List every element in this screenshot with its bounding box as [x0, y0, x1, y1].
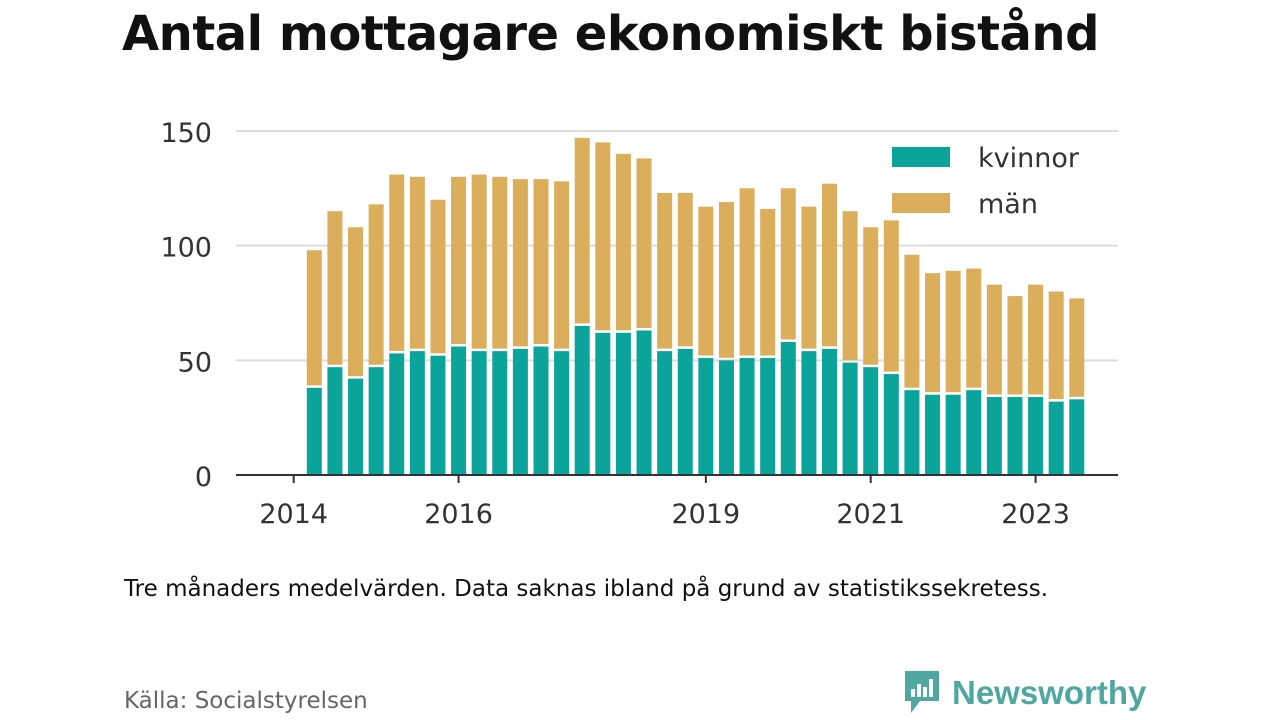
bar-kvinnor	[780, 341, 796, 475]
chart-title: Antal mottagare ekonomiskt bistånd	[122, 6, 1099, 62]
bar-kvinnor	[1007, 397, 1023, 475]
y-tick-label: 100	[160, 233, 212, 264]
bar-kvinnor	[471, 351, 487, 475]
bar-kvinnor	[657, 351, 673, 475]
bar-man	[986, 284, 1002, 395]
bar-man	[430, 199, 446, 354]
bar-kvinnor	[986, 397, 1002, 475]
bar-kvinnor	[698, 358, 714, 475]
bar-man	[801, 206, 817, 349]
bar-man	[409, 176, 425, 349]
bar-man	[883, 220, 899, 372]
bar-man	[1028, 284, 1044, 395]
bar-kvinnor	[512, 348, 528, 475]
bar-man	[512, 179, 528, 347]
bar-kvinnor	[966, 390, 982, 475]
bar-kvinnor	[368, 367, 384, 475]
bar-kvinnor	[430, 355, 446, 475]
bar-man	[760, 208, 776, 356]
bar-kvinnor	[615, 332, 631, 475]
bar-man	[739, 188, 755, 356]
bar-kvinnor	[327, 367, 343, 475]
bar-man	[657, 192, 673, 349]
brand-logo: Newsworthy	[902, 668, 1146, 718]
bar-kvinnor	[636, 330, 652, 475]
bar-man	[451, 176, 467, 345]
x-tick-label: 2014	[259, 499, 328, 530]
y-tick-label: 0	[195, 462, 212, 493]
legend-swatch	[892, 147, 950, 167]
bar-man	[574, 137, 590, 324]
bar-man	[1069, 298, 1085, 397]
bar-kvinnor	[925, 394, 941, 475]
newsworthy-logo-icon	[905, 671, 939, 713]
chart-note: Tre månaders medelvärden. Data saknas ib…	[124, 576, 1049, 602]
bar-kvinnor	[492, 351, 508, 475]
bar-man	[925, 273, 941, 393]
legend-swatch	[892, 193, 950, 213]
y-tick-label: 50	[178, 347, 212, 378]
bar-kvinnor	[760, 358, 776, 475]
bar-kvinnor	[1048, 401, 1064, 475]
bar-kvinnor	[595, 332, 611, 475]
bar-man	[718, 202, 734, 358]
bar-man	[677, 192, 693, 347]
bar-man	[1048, 291, 1064, 400]
bars	[306, 137, 1085, 475]
bar-kvinnor	[306, 387, 322, 475]
bar-kvinnor	[883, 374, 899, 475]
bar-kvinnor	[348, 378, 364, 475]
bar-man	[595, 142, 611, 331]
bar-man	[966, 268, 982, 388]
bar-kvinnor	[904, 390, 920, 475]
y-tick-label: 150	[160, 118, 212, 149]
legend: kvinnor män	[892, 143, 1080, 220]
x-tick-label: 2016	[424, 499, 493, 530]
bar-kvinnor	[801, 351, 817, 475]
source-label: Källa: Socialstyrelsen	[124, 688, 368, 714]
x-tick-label: 2021	[836, 499, 905, 530]
stacked-bar-chart: 0 50 100 150 2014 2016 2019 2021 2023 kvinnor män	[160, 118, 1118, 530]
x-tick-label: 2019	[671, 499, 740, 530]
bar-kvinnor	[533, 346, 549, 475]
brand-name: Newsworthy	[952, 674, 1147, 711]
bar-kvinnor	[821, 348, 837, 475]
bar-kvinnor	[863, 367, 879, 475]
bar-kvinnor	[677, 348, 693, 475]
bar-man	[904, 254, 920, 388]
bar-man	[780, 188, 796, 340]
bar-man	[821, 183, 837, 347]
bar-man	[842, 211, 858, 361]
axes: 0 50 100 150 2014 2016 2019 2021 2023	[160, 118, 1118, 530]
bar-kvinnor	[842, 362, 858, 475]
bar-kvinnor	[451, 346, 467, 475]
bar-man	[368, 204, 384, 365]
bar-man	[471, 174, 487, 349]
legend-label: män	[978, 189, 1038, 220]
bar-man	[389, 174, 405, 351]
bar-man	[863, 227, 879, 365]
bar-man	[636, 158, 652, 328]
bar-kvinnor	[1069, 399, 1085, 475]
bar-man	[306, 250, 322, 386]
bar-man	[533, 179, 549, 345]
x-tick-label: 2023	[1001, 499, 1070, 530]
legend-label: kvinnor	[978, 143, 1080, 174]
bar-man	[327, 211, 343, 365]
bar-kvinnor	[739, 358, 755, 475]
bar-kvinnor	[409, 351, 425, 475]
bar-kvinnor	[1028, 397, 1044, 475]
bar-man	[698, 206, 714, 356]
bar-kvinnor	[554, 351, 570, 475]
bar-man	[615, 153, 631, 331]
bar-kvinnor	[574, 325, 590, 475]
bar-man	[554, 181, 570, 349]
bar-kvinnor	[945, 394, 961, 475]
bar-man	[492, 176, 508, 349]
bar-kvinnor	[389, 353, 405, 475]
bar-man	[945, 270, 961, 393]
bar-man	[1007, 296, 1023, 395]
bar-kvinnor	[718, 360, 734, 475]
bar-man	[348, 227, 364, 377]
